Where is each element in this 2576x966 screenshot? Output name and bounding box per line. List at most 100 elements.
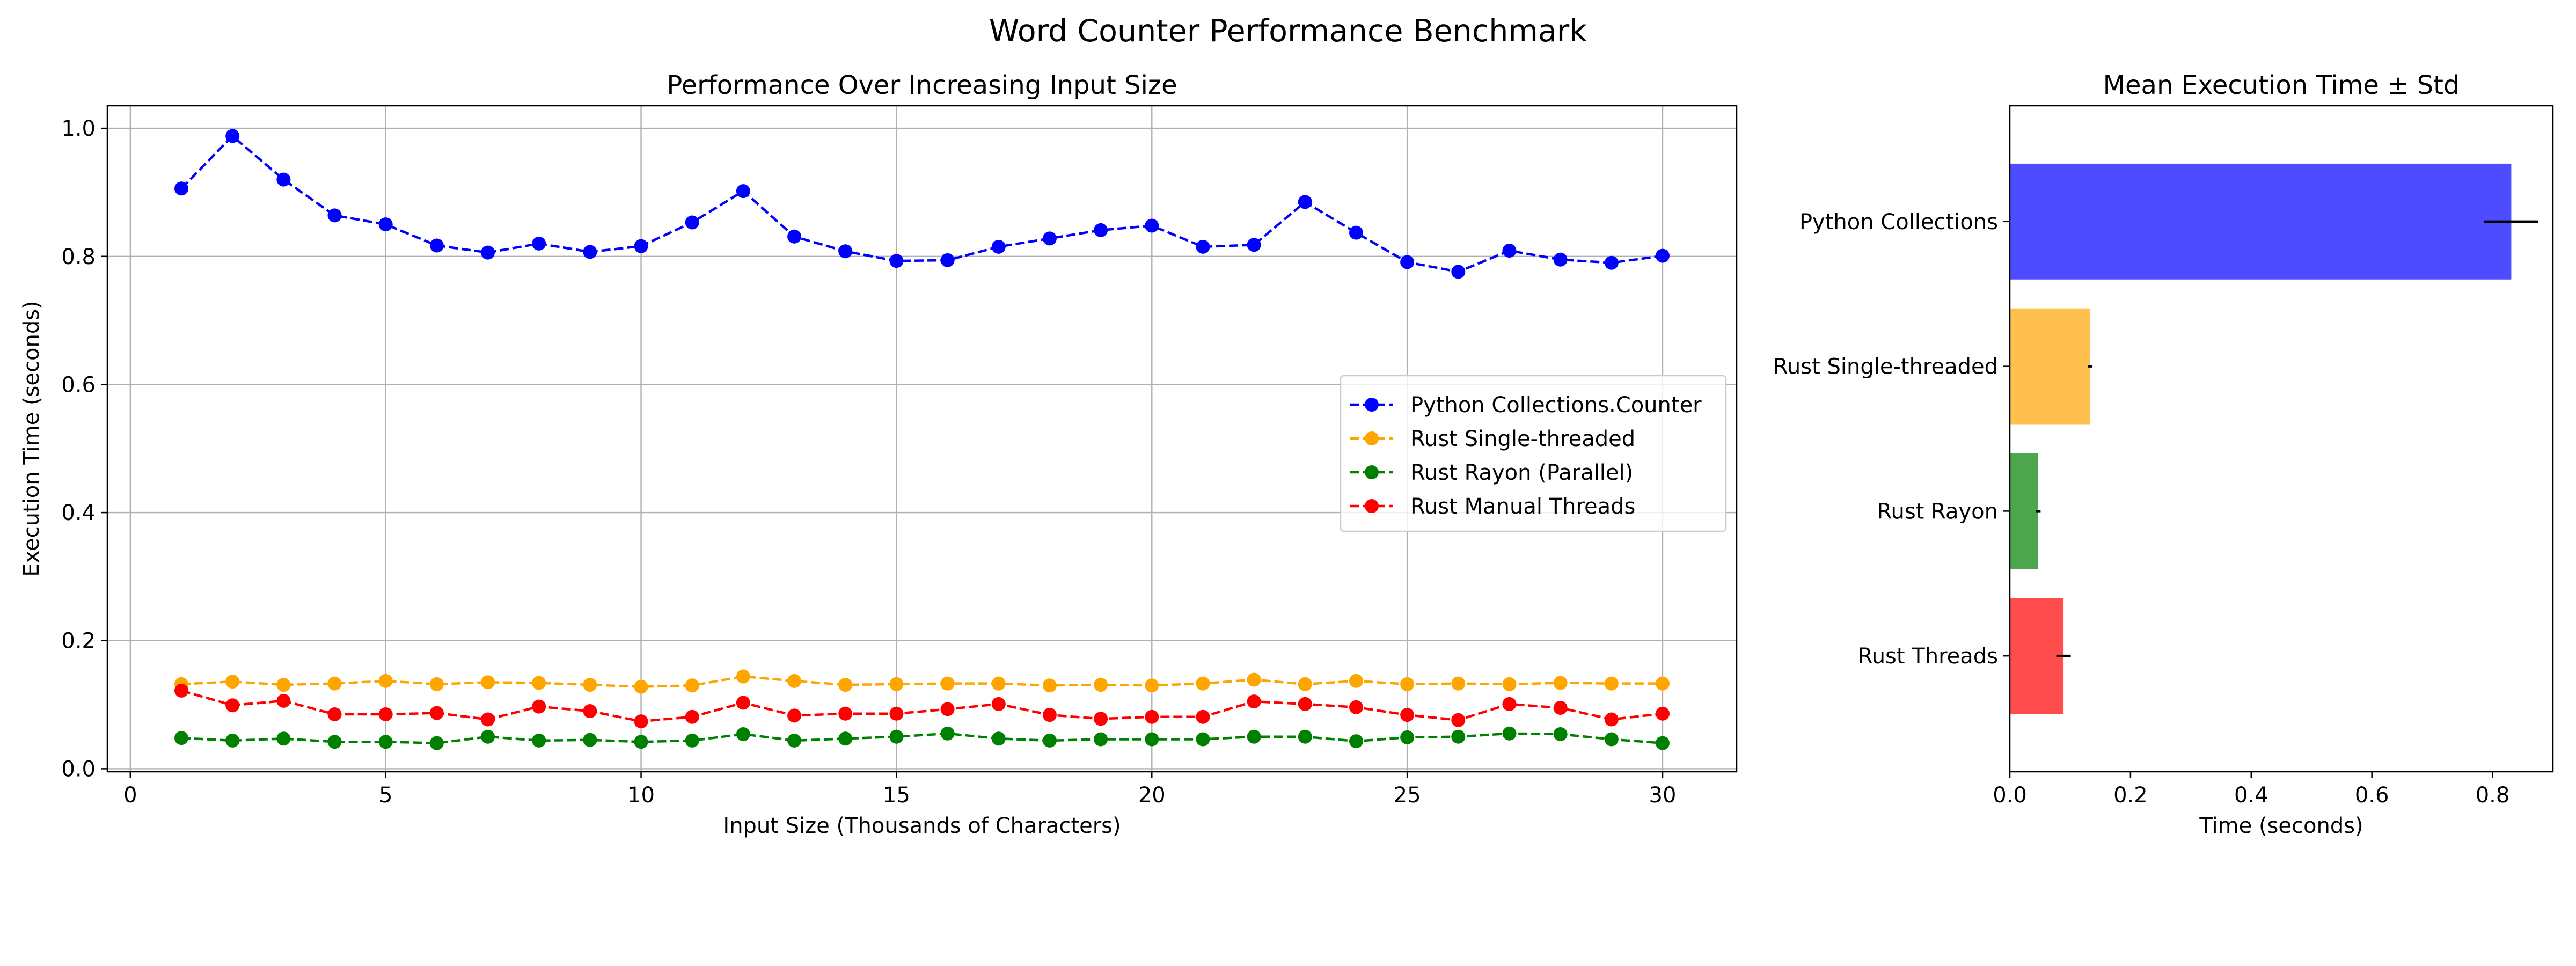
legend-label-0: Python Collections.Counter	[1410, 393, 1702, 418]
series-3-point-17	[1042, 708, 1057, 722]
series-3-point-26	[1502, 697, 1517, 711]
series-2-point-16	[991, 731, 1006, 746]
series-1-point-25	[1451, 676, 1466, 691]
line-xtick-label-6: 30	[1649, 783, 1677, 808]
series-2-point-4	[378, 735, 393, 749]
series-1-point-29	[1656, 676, 1670, 691]
series-3-point-24	[1400, 708, 1415, 722]
legend-swatch-marker-3	[1365, 499, 1379, 513]
series-2-point-6	[481, 729, 495, 744]
series-0-point-6	[481, 245, 495, 260]
series-0-point-0	[174, 181, 188, 196]
bar-xtick-label-1: 0.2	[2113, 783, 2148, 808]
series-3-point-21	[1247, 694, 1261, 709]
series-2-point-2	[276, 731, 291, 746]
series-1-point-12	[787, 674, 802, 688]
series-3-point-16	[991, 697, 1006, 711]
series-0-point-8	[583, 245, 597, 259]
series-2-point-13	[838, 731, 853, 746]
series-0-point-5	[429, 238, 444, 253]
series-0-point-29	[1656, 248, 1670, 263]
series-2-point-10	[685, 733, 699, 748]
series-2-point-5	[429, 736, 444, 750]
series-0-point-27	[1553, 252, 1568, 267]
series-3-point-28	[1604, 712, 1619, 727]
legend-item-1: Rust Single-threaded	[1350, 427, 1635, 451]
bar-chart-xlabel: Time (seconds)	[2199, 814, 2363, 838]
line-chart-frame	[106, 105, 1738, 773]
series-0-point-22	[1298, 195, 1312, 209]
series-2-point-15	[940, 726, 955, 741]
series-1-point-20	[1196, 676, 1210, 691]
series-0-point-3	[327, 208, 342, 223]
series-3-point-29	[1656, 706, 1670, 721]
series-2-point-21	[1247, 729, 1261, 744]
series-2-point-7	[532, 733, 546, 748]
line-xtick-label-3: 15	[883, 783, 910, 808]
series-0-point-14	[889, 254, 904, 268]
series-2-line	[181, 732, 1663, 744]
series-1-point-4	[378, 674, 393, 688]
series-0-point-9	[634, 239, 648, 253]
series-1-point-11	[736, 669, 750, 684]
line-chart-ylabel: Execution Time (seconds)	[19, 301, 44, 576]
series-0-point-13	[838, 244, 853, 259]
series-2-point-24	[1400, 730, 1415, 744]
legend-label-3: Rust Manual Threads	[1410, 494, 1635, 519]
bar-2	[2010, 453, 2038, 569]
line-xtick-label-0: 0	[123, 783, 137, 808]
legend-item-2: Rust Rayon (Parallel)	[1350, 460, 1633, 485]
bar-item-1	[2010, 308, 2093, 425]
series-0-point-25	[1451, 265, 1466, 279]
series-3	[174, 683, 1670, 729]
legend-item-3: Rust Manual Threads	[1350, 494, 1635, 519]
series-1-point-3	[327, 676, 342, 691]
series-3-point-6	[481, 712, 495, 727]
bar-chart-frame	[2009, 105, 2554, 773]
series-3-point-13	[838, 706, 853, 721]
series-2-point-17	[1042, 733, 1057, 748]
series-1-point-7	[532, 676, 546, 690]
line-chart-ticks: 0 5 10 15 20 25 30 0.0 0.2 0.4 0.6 0.8 1.0	[61, 116, 1676, 808]
line-xtick-label-2: 10	[627, 783, 655, 808]
series-0-point-23	[1349, 225, 1363, 240]
series-3-point-14	[889, 706, 904, 721]
series-2-point-0	[174, 731, 188, 745]
series-3-point-10	[685, 709, 699, 724]
series-1-point-19	[1145, 678, 1159, 693]
legend-box	[1340, 375, 1727, 532]
series-0-point-20	[1196, 239, 1210, 254]
series-0-point-15	[940, 253, 955, 267]
legend-swatch-marker-0	[1365, 398, 1379, 412]
series-2-point-20	[1196, 732, 1210, 747]
series-3-point-5	[429, 706, 444, 720]
bar-item-0	[2010, 163, 2539, 280]
series-2-point-11	[736, 727, 750, 741]
bar-item-2	[2010, 453, 2041, 569]
series-2-point-27	[1553, 727, 1568, 741]
series-1-point-18	[1094, 678, 1108, 692]
series-1-point-13	[838, 678, 853, 692]
series-3-point-11	[736, 696, 750, 710]
legend-label-1: Rust Single-threaded	[1410, 427, 1635, 451]
series-2-point-3	[327, 735, 342, 749]
series-0-point-17	[1042, 231, 1057, 246]
bar-xtick-label-3: 0.6	[2355, 783, 2389, 808]
series-2-point-18	[1094, 732, 1108, 747]
series-2	[174, 726, 1670, 750]
series-0-point-19	[1145, 218, 1159, 233]
series-1-point-2	[276, 678, 291, 692]
series-1-point-24	[1400, 677, 1415, 691]
figure-suptitle: Word Counter Performance Benchmark	[989, 13, 1587, 49]
legend-swatch-marker-2	[1365, 465, 1379, 479]
series-1-point-17	[1042, 678, 1057, 693]
series-0-point-28	[1604, 255, 1619, 270]
series-1-point-1	[225, 675, 240, 689]
series-3-point-1	[225, 698, 240, 713]
series-3-point-22	[1298, 697, 1312, 711]
line-xtick-label-5: 25	[1394, 783, 1421, 808]
line-chart-xlabel: Input Size (Thousands of Characters)	[723, 814, 1121, 838]
series-1-point-26	[1502, 677, 1517, 691]
